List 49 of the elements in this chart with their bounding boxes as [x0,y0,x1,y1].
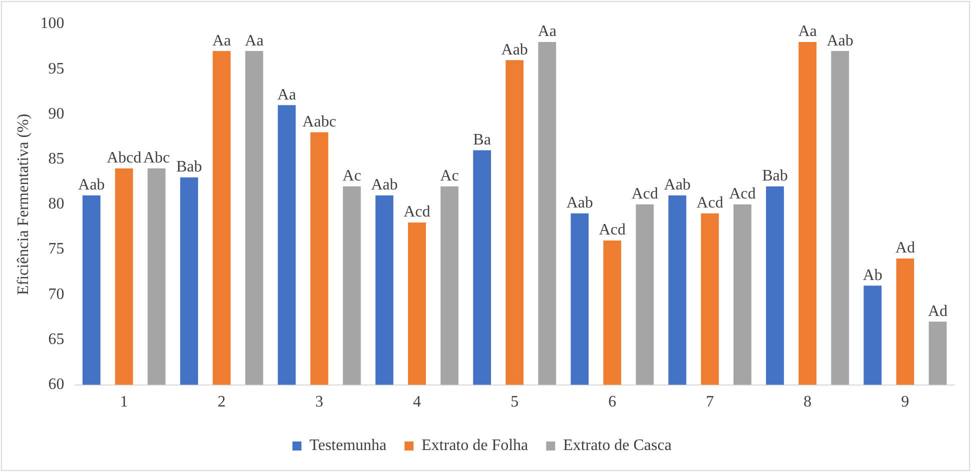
y-tick-label: 90 [48,105,64,122]
data-label: Ab [862,266,882,284]
data-label: Aa [538,23,556,40]
x-tick-label: 2 [218,394,226,411]
data-label: Aa [277,86,296,104]
data-label: Aabc [302,113,336,130]
y-tick-label: 100 [40,15,64,32]
data-label: Acd [404,204,430,221]
data-label: Aa [244,32,264,50]
data-label: Aa [212,32,231,50]
data-label: Bab [176,158,202,176]
x-tick-label: 1 [120,394,128,411]
data-label: Aab [566,194,594,212]
y-tick-label: 65 [48,330,64,348]
y-tick-label: 85 [48,150,64,168]
data-label: Aab [371,176,398,194]
data-label: Ac [440,168,459,185]
y-tick-label: 80 [48,196,64,213]
x-tick-label: 9 [901,394,910,411]
data-label: Bab [762,168,788,185]
data-label: Aab [78,176,105,194]
data-label: Aab [826,32,854,50]
legend-label: Extrato de Folha [422,437,528,454]
legend-label: Testemunha [309,437,387,454]
x-tick-label: 5 [510,394,519,411]
data-label: Acd [631,186,658,203]
data-label: Ad [928,302,948,320]
legend-label: Extrato de Casca [563,437,672,454]
y-tick-label: 70 [48,286,64,303]
x-tick-label: 3 [315,394,324,411]
data-label: Abcd [106,150,142,167]
data-label: Acd [729,186,756,203]
x-tick-label: 4 [412,394,421,411]
x-tick-label: 7 [706,394,714,411]
data-label: Aa [798,23,817,40]
data-label: Ba [473,131,491,148]
data-label: Aab [664,176,691,194]
y-tick-label: 60 [48,376,64,394]
x-tick-label: 6 [608,394,616,411]
data-label: Abc [143,150,170,167]
data-label: Ad [895,240,915,257]
y-axis-title: Eficiência Fermentativa (%) [14,114,32,296]
x-tick-label: 8 [804,394,812,411]
y-tick-label: 95 [48,60,64,78]
data-label: Acd [598,222,626,239]
data-label: Acd [696,194,724,212]
data-label: Ac [342,168,362,185]
data-label: Aab [501,41,528,58]
y-tick-label: 75 [48,240,64,258]
